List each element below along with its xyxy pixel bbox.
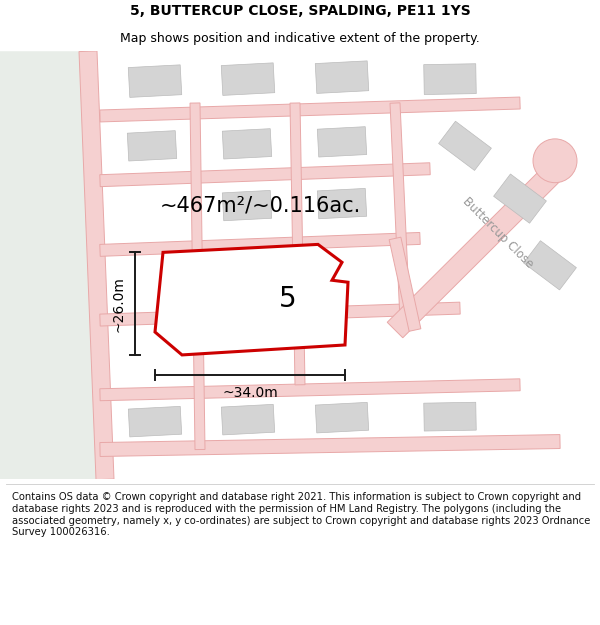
Polygon shape	[155, 244, 348, 355]
Polygon shape	[128, 65, 182, 98]
Polygon shape	[221, 63, 275, 96]
Polygon shape	[390, 102, 410, 320]
Polygon shape	[223, 129, 272, 159]
Polygon shape	[190, 103, 205, 449]
Polygon shape	[0, 51, 105, 479]
Text: Contains OS data © Crown copyright and database right 2021. This information is : Contains OS data © Crown copyright and d…	[12, 492, 590, 538]
Text: 5: 5	[280, 285, 297, 313]
Polygon shape	[290, 103, 305, 385]
Polygon shape	[317, 127, 367, 157]
Polygon shape	[100, 434, 560, 456]
Polygon shape	[316, 402, 368, 433]
Polygon shape	[128, 406, 182, 437]
Polygon shape	[221, 404, 275, 435]
Text: ~467m²/~0.116ac.: ~467m²/~0.116ac.	[160, 196, 361, 216]
Polygon shape	[424, 402, 476, 431]
Text: ~34.0m: ~34.0m	[222, 386, 278, 400]
Polygon shape	[317, 188, 367, 219]
Text: Buttercup Close: Buttercup Close	[460, 194, 536, 271]
Polygon shape	[524, 241, 577, 290]
Polygon shape	[389, 237, 421, 331]
Polygon shape	[223, 191, 272, 221]
Polygon shape	[424, 64, 476, 94]
Polygon shape	[100, 302, 460, 326]
Polygon shape	[79, 51, 114, 480]
Polygon shape	[100, 97, 520, 122]
Text: ~26.0m: ~26.0m	[112, 276, 126, 332]
Polygon shape	[439, 121, 491, 171]
Polygon shape	[100, 379, 520, 401]
Text: 5, BUTTERCUP CLOSE, SPALDING, PE11 1YS: 5, BUTTERCUP CLOSE, SPALDING, PE11 1YS	[130, 4, 470, 18]
Polygon shape	[100, 232, 420, 256]
Circle shape	[533, 139, 577, 182]
Polygon shape	[387, 158, 568, 338]
Polygon shape	[315, 61, 369, 93]
Polygon shape	[494, 174, 547, 223]
Polygon shape	[127, 131, 176, 161]
Polygon shape	[100, 162, 430, 187]
Text: Map shows position and indicative extent of the property.: Map shows position and indicative extent…	[120, 32, 480, 45]
